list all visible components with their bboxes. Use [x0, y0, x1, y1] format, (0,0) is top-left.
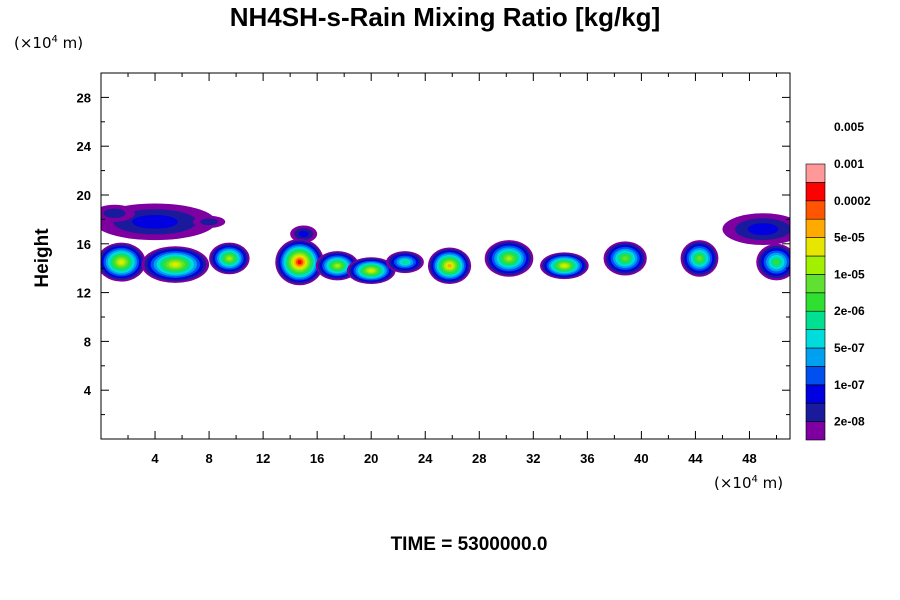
mixing-ratio-field	[101, 203, 790, 286]
x-tick-label: 16	[310, 451, 324, 466]
colorbar-swatch	[805, 421, 826, 441]
colorbar-swatch	[805, 218, 826, 238]
field-contour	[773, 259, 780, 265]
y-axis-label: Height	[32, 228, 53, 288]
colorbar-swatch	[805, 347, 826, 367]
colorbar-swatch	[805, 384, 826, 404]
field-contour	[368, 269, 374, 273]
colorbar-swatch	[805, 182, 826, 202]
x-unit-label: (×104 m)	[714, 474, 783, 492]
x-tick-label: 40	[634, 451, 648, 466]
x-tick-label: 8	[205, 451, 212, 466]
x-tick-label: 24	[418, 451, 433, 466]
colorbar-label: 5e-07	[834, 341, 865, 355]
colorbar-swatch	[805, 274, 826, 294]
field-contour	[297, 260, 302, 265]
x-tick-label: 28	[472, 451, 486, 466]
y-tick-label: 20	[77, 188, 91, 203]
colorbar-label: 0.005	[834, 120, 864, 134]
field-contour	[103, 208, 126, 218]
field-contour	[622, 256, 628, 261]
colorbar: 2e-08 1e-07 5e-07 2e-06 1e-05 5e-05 0.0002 0.00…	[805, 120, 871, 441]
y-tick-label: 4	[84, 383, 92, 398]
field-contour	[401, 260, 409, 264]
y-unit-label: (×104 m)	[14, 34, 83, 52]
x-axis: 4 8 12 16 20 24 28 32 36 40 44 48	[127, 73, 777, 466]
colorbar-swatch	[805, 329, 826, 349]
field-contour	[200, 218, 218, 226]
colorbar-label: 2e-06	[834, 304, 865, 318]
field-contour	[298, 230, 309, 238]
colorbar-label: 0.001	[834, 157, 864, 171]
field-contour	[226, 256, 232, 261]
field-contour	[118, 260, 124, 265]
y-tick-label: 8	[84, 334, 91, 349]
x-tick-label: 12	[256, 451, 270, 466]
y-tick-label: 28	[77, 90, 91, 105]
colorbar-swatch	[805, 200, 826, 220]
colorbar-swatch	[805, 402, 826, 422]
colorbar-label: 1e-05	[834, 267, 865, 281]
colorbar-swatch	[805, 310, 826, 330]
plot-frame	[100, 72, 791, 440]
field-contour	[447, 263, 452, 268]
y-tick-label: 24	[77, 139, 92, 154]
field-contour	[697, 256, 702, 261]
colorbar-swatch	[805, 366, 826, 386]
colorbar-swatch	[805, 237, 826, 257]
field-contour	[171, 262, 179, 267]
x-tick-label: 32	[526, 451, 540, 466]
y-tick-label: 16	[77, 237, 91, 252]
x-tick-label: 20	[364, 451, 378, 466]
x-tick-label: 36	[580, 451, 594, 466]
x-tick-label: 44	[688, 451, 703, 466]
field-contour	[506, 256, 512, 261]
colorbar-label: 5e-05	[834, 231, 865, 245]
time-label: TIME = 5300000.0	[391, 534, 548, 555]
y-tick-label: 12	[77, 286, 91, 301]
colorbar-swatch	[805, 163, 826, 183]
field-contour	[334, 264, 340, 268]
x-tick-label: 4	[151, 451, 159, 466]
colorbar-label: 0.0002	[834, 194, 871, 208]
field-contour	[561, 264, 567, 268]
colorbar-swatch	[805, 255, 826, 275]
y-axis: 4 8 12 16 20 24 28	[77, 90, 790, 416]
colorbar-label: 2e-08	[834, 415, 865, 429]
plot-area	[100, 72, 791, 440]
x-tick-label: 48	[742, 451, 756, 466]
colorbar-label: 1e-07	[834, 378, 865, 392]
chart-title: NH4SH-s-Rain Mixing Ratio [kg/kg]	[230, 2, 660, 32]
field-contour	[747, 223, 779, 236]
colorbar-swatch	[805, 292, 826, 312]
field-contour	[132, 214, 178, 229]
